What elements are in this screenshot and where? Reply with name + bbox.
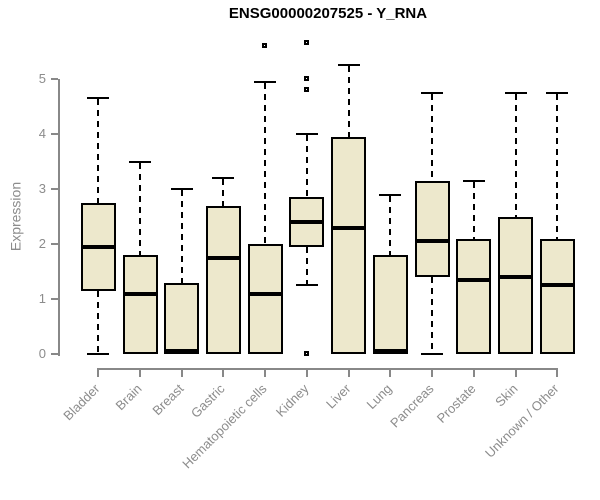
chart-title: ENSG00000207525 - Y_RNA <box>228 5 428 22</box>
box <box>331 136 367 354</box>
lower-whisker <box>431 277 434 353</box>
upper-whisker-cap <box>87 97 110 100</box>
median-line <box>289 220 325 224</box>
box <box>372 255 408 354</box>
lower-whisker-cap <box>87 353 110 355</box>
upper-whisker <box>389 195 392 255</box>
median-line <box>247 291 283 296</box>
outlier-point <box>262 43 268 48</box>
x-tick <box>97 369 100 377</box>
upper-whisker-cap <box>546 91 569 94</box>
upper-whisker-cap <box>129 160 152 163</box>
box <box>456 238 492 354</box>
box <box>414 180 450 277</box>
y-tick <box>51 298 58 300</box>
median-line <box>414 239 450 244</box>
y-tick <box>51 78 58 80</box>
y-tick <box>51 188 58 190</box>
median-line <box>205 255 241 260</box>
outlier-point <box>303 40 309 46</box>
upper-whisker-cap <box>379 193 402 196</box>
x-tick <box>472 369 475 377</box>
outlier-point <box>303 76 309 81</box>
x-tick <box>180 369 183 377</box>
upper-whisker <box>431 93 434 181</box>
median-line <box>456 277 492 282</box>
x-tick <box>264 369 267 377</box>
box <box>122 255 158 354</box>
upper-whisker <box>180 190 183 283</box>
x-tick <box>389 369 392 377</box>
y-tick-label: 1 <box>38 291 46 306</box>
upper-whisker <box>556 93 559 239</box>
x-tick <box>431 369 434 377</box>
lower-whisker-cap <box>295 284 318 287</box>
outlier-point <box>303 87 309 92</box>
upper-whisker <box>347 66 350 137</box>
box <box>539 238 575 354</box>
y-tick-label: 2 <box>38 236 46 251</box>
box <box>205 205 241 354</box>
box <box>498 216 533 354</box>
y-tick-label: 3 <box>38 181 46 196</box>
upper-whisker <box>472 181 475 239</box>
y-tick-label: 4 <box>38 126 46 141</box>
lower-whisker <box>97 290 100 353</box>
upper-whisker-cap <box>421 91 444 94</box>
upper-whisker-cap <box>212 177 235 179</box>
y-tick <box>51 353 58 355</box>
median-line <box>498 275 533 279</box>
upper-whisker-cap <box>170 188 193 190</box>
upper-whisker <box>514 93 517 217</box>
upper-whisker <box>139 162 142 255</box>
x-tick <box>556 369 559 377</box>
median-line <box>164 349 200 354</box>
x-tick <box>347 369 350 377</box>
upper-whisker <box>264 82 267 244</box>
upper-whisker <box>97 99 100 203</box>
lower-whisker-cap <box>421 353 444 355</box>
upper-whisker-cap <box>462 179 485 182</box>
x-tick <box>305 369 308 377</box>
y-tick-label: 0 <box>38 346 46 361</box>
y-tick <box>51 133 58 135</box>
x-tick <box>222 369 225 377</box>
y-tick <box>51 243 58 245</box>
median-line <box>80 244 116 249</box>
median-line <box>539 283 575 288</box>
box <box>164 282 200 354</box>
x-tick <box>514 369 517 377</box>
y-axis-line <box>58 79 60 356</box>
median-line <box>122 291 158 296</box>
box <box>247 244 283 354</box>
median-line <box>372 349 408 354</box>
upper-whisker-cap <box>295 133 318 135</box>
y-tick-label: 5 <box>38 71 46 86</box>
upper-whisker-cap <box>504 91 527 94</box>
median-line <box>331 225 367 230</box>
upper-whisker-cap <box>254 80 277 83</box>
upper-whisker-cap <box>337 64 360 67</box>
x-axis-line <box>97 368 559 370</box>
upper-whisker <box>305 135 308 198</box>
lower-whisker <box>305 246 308 285</box>
outlier-point <box>303 351 309 356</box>
x-tick <box>139 369 142 377</box>
upper-whisker <box>222 179 225 206</box>
